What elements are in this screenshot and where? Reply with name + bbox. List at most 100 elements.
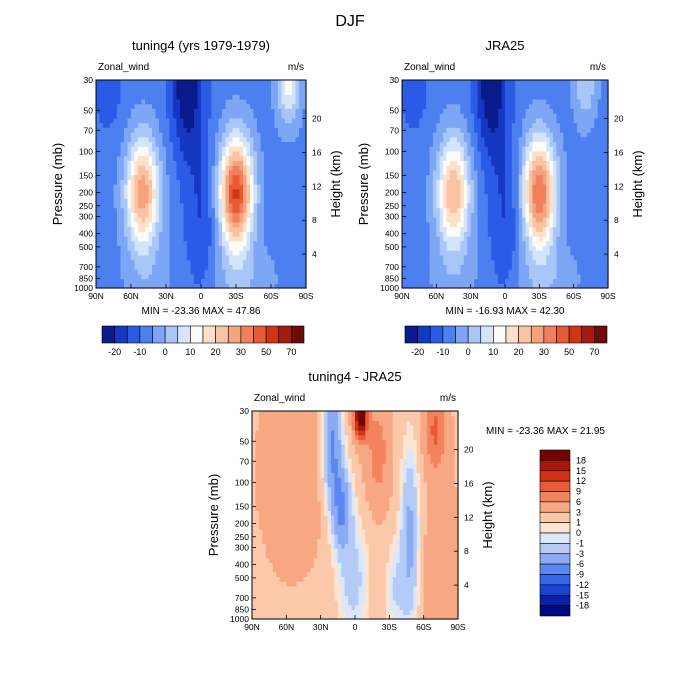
heatmap-cell bbox=[215, 207, 220, 213]
heatmap-cell bbox=[218, 117, 223, 124]
heatmap-cell bbox=[443, 155, 448, 161]
heatmap-cell bbox=[180, 278, 185, 284]
heatmap-cell bbox=[274, 202, 279, 209]
heatmap-cell bbox=[141, 207, 146, 213]
heatmap-cell bbox=[443, 174, 448, 180]
heatmap-cell bbox=[525, 269, 530, 275]
heatmap-cell bbox=[570, 254, 575, 261]
heatmap-cell bbox=[166, 122, 171, 128]
heatmap-cell bbox=[166, 127, 171, 133]
heatmap-cell bbox=[563, 146, 568, 152]
heatmap-cell bbox=[236, 160, 241, 166]
heatmap-cell bbox=[274, 250, 279, 256]
heatmap-cell bbox=[162, 108, 167, 114]
heatmap-cell bbox=[505, 254, 510, 261]
heatmap-cell bbox=[484, 150, 489, 157]
heatmap-cell bbox=[211, 141, 216, 147]
heatmap-cell bbox=[522, 245, 527, 251]
heatmap-cell bbox=[222, 221, 227, 228]
heatmap-cell bbox=[141, 217, 146, 223]
colorbar-swatch bbox=[114, 325, 128, 344]
heatmap-cell bbox=[302, 84, 307, 91]
heatmap-cell bbox=[218, 184, 223, 190]
heatmap-cell bbox=[169, 103, 174, 109]
heatmap-cell bbox=[145, 259, 150, 265]
heatmap-cell bbox=[467, 174, 472, 180]
heatmap-cell bbox=[563, 273, 568, 280]
heatmap-cell bbox=[511, 174, 516, 180]
heatmap-cell bbox=[518, 217, 523, 223]
heatmap-cell bbox=[456, 221, 461, 228]
heatmap-cell bbox=[402, 89, 407, 95]
heatmap-cell bbox=[253, 221, 258, 228]
heatmap-cell bbox=[559, 94, 564, 100]
heatmap-cell bbox=[484, 259, 489, 265]
heatmap-cell bbox=[239, 108, 244, 114]
heatmap-cell bbox=[113, 273, 118, 280]
heatmap-cell bbox=[201, 141, 206, 147]
heatmap-cell bbox=[556, 250, 561, 256]
heatmap-cell bbox=[127, 217, 132, 223]
heatmap-cell bbox=[494, 245, 499, 251]
heatmap-cell bbox=[117, 113, 122, 119]
colorbar-label: -20 bbox=[108, 347, 121, 357]
heatmap-cell bbox=[187, 212, 192, 218]
heatmap-cell bbox=[539, 207, 544, 213]
heatmap-cell bbox=[155, 94, 160, 100]
heatmap-cell bbox=[470, 259, 475, 265]
heatmap-cell bbox=[267, 273, 272, 280]
heatmap-cell bbox=[480, 212, 485, 218]
heatmap-cell bbox=[563, 269, 568, 275]
heatmap-cell bbox=[422, 141, 427, 147]
heatmap-cell bbox=[281, 250, 286, 256]
heatmap-cell bbox=[408, 132, 413, 138]
heatmap-cell bbox=[546, 231, 551, 237]
heatmap-cell bbox=[236, 236, 241, 242]
heatmap-cell bbox=[225, 193, 230, 199]
heatmap-cell bbox=[563, 122, 568, 128]
heatmap-cell bbox=[412, 98, 417, 105]
heatmap-cell bbox=[218, 240, 223, 247]
heatmap-cell bbox=[412, 231, 417, 237]
heatmap-cell bbox=[288, 150, 293, 157]
heatmap-cell bbox=[522, 160, 527, 166]
heatmap-cell bbox=[515, 117, 520, 124]
heatmap-cell bbox=[239, 146, 244, 152]
heatmap-cell bbox=[515, 226, 520, 232]
heatmap-cell bbox=[474, 98, 479, 105]
heatmap-cell bbox=[257, 174, 262, 180]
heatmap-cell bbox=[474, 202, 479, 209]
heatmap-cell bbox=[522, 184, 527, 190]
heatmap-cell bbox=[525, 184, 530, 190]
heatmap-cell bbox=[511, 160, 516, 166]
heatmap-cell bbox=[183, 155, 188, 161]
heatmap-cell bbox=[229, 236, 234, 242]
heatmap-cell bbox=[525, 259, 530, 265]
heatmap-cell bbox=[426, 221, 431, 228]
heatmap-cell bbox=[498, 207, 503, 213]
heatmap-cell bbox=[239, 169, 244, 176]
heatmap-cell bbox=[436, 283, 441, 289]
heatmap-cell bbox=[463, 226, 468, 232]
heatmap-cell bbox=[236, 193, 241, 199]
heatmap-cell bbox=[236, 273, 241, 280]
heatmap-cell bbox=[480, 198, 485, 204]
heatmap-cell bbox=[415, 269, 420, 275]
heatmap-cell bbox=[302, 198, 307, 204]
heatmap-cell bbox=[525, 103, 530, 109]
heatmap-cell bbox=[288, 231, 293, 237]
heatmap-cell bbox=[292, 150, 297, 157]
heatmap-cell bbox=[145, 174, 150, 180]
heatmap-cell bbox=[225, 94, 230, 100]
heatmap-cell bbox=[415, 174, 420, 180]
heatmap-cell bbox=[232, 122, 237, 128]
heatmap-cell bbox=[539, 202, 544, 209]
heatmap-cell bbox=[426, 202, 431, 209]
heatmap-cell bbox=[446, 264, 451, 270]
heatmap-cell bbox=[532, 240, 537, 247]
heatmap-cell bbox=[453, 165, 458, 171]
heatmap-cell bbox=[215, 179, 220, 185]
heatmap-cell bbox=[281, 122, 286, 128]
